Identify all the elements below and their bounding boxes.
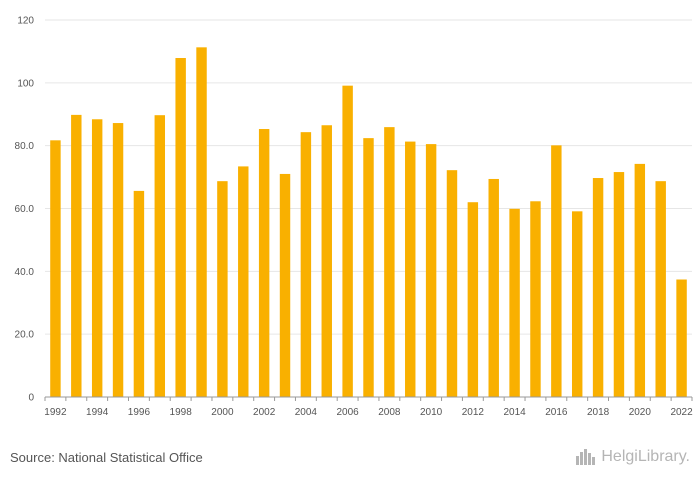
bar-2010[interactable] [425,144,437,397]
bar-2008[interactable] [384,127,395,398]
x-axis-ticks [44,397,693,401]
x-tick-label: 2020 [629,407,652,418]
x-axis-labels: 1992 1994 1996 1998 2000 2002 2004 2006 2008 2010… [44,407,693,418]
x-tick-label: 2008 [378,407,401,418]
bar-2003[interactable] [279,173,291,397]
bar-chart: 0 20.0 40.0 60.0 80.0 100 120 1992 1994 1996 1998… [15,16,694,419]
bar-2005[interactable] [321,125,332,397]
bar-2013[interactable] [488,178,499,397]
bar-2016[interactable] [551,145,562,397]
bar-2001[interactable] [238,166,249,397]
y-tick-label: 0 [28,393,34,404]
x-tick-label: 2000 [211,407,234,418]
x-tick-label: 2006 [337,407,360,418]
bar-2004[interactable] [300,132,312,397]
bar-2007[interactable] [363,138,374,398]
x-tick-label: 2012 [462,407,485,418]
bar-2015[interactable] [530,201,541,397]
bar-1997[interactable] [154,115,166,397]
y-tick-label: 60.0 [15,204,35,215]
bar-2002[interactable] [258,129,270,397]
bar-2022[interactable] [676,279,687,397]
bar-1992[interactable] [50,140,61,397]
bar-1993[interactable] [71,114,82,398]
x-tick-label: 2022 [670,407,693,418]
bar-1995[interactable] [112,123,124,398]
x-tick-label: 2004 [295,407,318,418]
bar-2020[interactable] [634,163,646,397]
bar-2011[interactable] [446,170,458,397]
x-tick-label: 2002 [253,407,276,418]
bar-2019[interactable] [613,172,625,397]
x-tick-label: 2014 [503,407,526,418]
y-axis-labels: 0 20.0 40.0 60.0 80.0 100 120 [15,16,35,404]
bar-2018[interactable] [592,178,604,397]
bar-1996[interactable] [133,190,145,397]
x-tick-label: 1998 [170,407,193,418]
x-tick-label: 2016 [545,407,568,418]
bar-2014[interactable] [509,208,520,397]
logo-text: HelgiLibrary. [601,448,690,465]
bar-1998[interactable] [175,58,186,398]
bar-2000[interactable] [217,181,228,397]
bar-1994[interactable] [91,119,103,397]
bar-2021[interactable] [655,181,666,397]
bars [50,47,687,398]
bar-2006[interactable] [342,85,353,398]
x-tick-label: 1996 [128,407,151,418]
bar-2009[interactable] [405,141,416,397]
y-tick-label: 80.0 [15,141,35,152]
x-tick-label: 2018 [587,407,610,418]
x-tick-label: 1992 [44,407,67,418]
x-tick-label: 2010 [420,407,443,418]
helgi-library-logo[interactable]: HelgiLibrary. [575,448,690,466]
bar-1999[interactable] [196,47,207,398]
y-tick-label: 20.0 [15,330,35,341]
bar-2017[interactable] [571,211,583,397]
bar-2012[interactable] [467,202,479,397]
x-tick-label: 1994 [86,407,109,418]
source-note: Source: National Statistical Office [10,450,203,465]
y-tick-label: 100 [17,78,34,89]
y-tick-label: 120 [17,16,34,27]
city-skyline-icon [576,449,596,465]
y-tick-label: 40.0 [15,267,35,278]
